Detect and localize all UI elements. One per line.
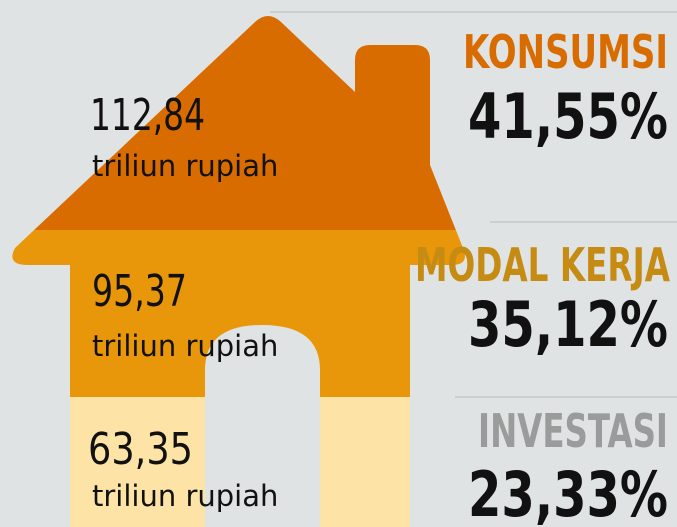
percent: 35,12% <box>468 288 668 361</box>
unit: triliun rupiah <box>92 479 278 513</box>
unit: triliun rupiah <box>92 329 278 363</box>
amount: 63,35 <box>88 424 193 475</box>
category: KONSUMSI <box>463 25 668 79</box>
unit: triliun rupiah <box>92 149 278 183</box>
percent: 23,33% <box>468 458 668 527</box>
percent: 41,55% <box>468 80 668 153</box>
amount: 112,84 <box>90 90 205 141</box>
category: MODAL KERJA <box>415 238 670 292</box>
amount: 95,37 <box>92 266 187 317</box>
category: INVESTASI <box>478 404 668 458</box>
